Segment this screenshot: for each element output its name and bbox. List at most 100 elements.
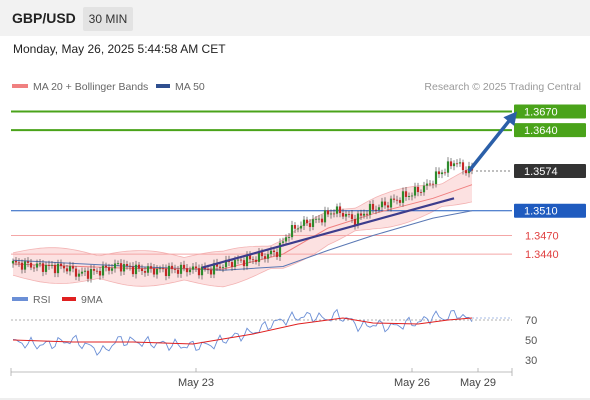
level-tag-1.3510 bbox=[514, 203, 586, 218]
candle-body bbox=[431, 183, 435, 185]
candle-body bbox=[173, 269, 177, 270]
candle-body bbox=[287, 237, 291, 238]
candle-body bbox=[296, 228, 300, 230]
candle-body bbox=[335, 206, 339, 214]
candle-body bbox=[137, 264, 141, 269]
candle-body bbox=[374, 209, 378, 211]
candle-body bbox=[386, 205, 390, 208]
candle-body bbox=[401, 191, 405, 203]
candle-body bbox=[425, 183, 429, 186]
candle-body bbox=[185, 268, 189, 273]
candle-body bbox=[215, 263, 219, 267]
candle-body bbox=[143, 271, 147, 273]
candle-body bbox=[233, 259, 237, 267]
candle-body bbox=[308, 223, 312, 227]
candle-body bbox=[341, 213, 345, 217]
candle-body bbox=[92, 269, 96, 271]
candle-body bbox=[314, 218, 318, 220]
rsi-tick-70: 70 bbox=[525, 315, 537, 327]
candle-body bbox=[362, 213, 366, 216]
candle-body bbox=[56, 263, 60, 274]
candle-body bbox=[104, 265, 108, 268]
candle-body bbox=[371, 203, 375, 210]
candle-body bbox=[398, 200, 402, 203]
candle-body bbox=[95, 270, 99, 272]
trendline bbox=[201, 197, 455, 269]
candle-body bbox=[437, 171, 441, 175]
candle-body bbox=[257, 252, 261, 262]
candle-body bbox=[38, 263, 42, 265]
candle-body bbox=[164, 268, 168, 277]
candle-body bbox=[359, 213, 363, 216]
candle-body bbox=[113, 263, 117, 269]
candle-body bbox=[116, 263, 120, 264]
candle-body bbox=[275, 252, 279, 257]
rsi-line bbox=[12, 308, 473, 356]
bollinger-upper-line bbox=[12, 167, 473, 258]
candle-body bbox=[302, 219, 306, 226]
candle-body bbox=[242, 260, 246, 267]
candle-body bbox=[149, 266, 153, 269]
candle-body bbox=[98, 270, 102, 276]
timeframe-button[interactable]: 30 MIN bbox=[83, 7, 133, 31]
candle-body bbox=[155, 268, 159, 275]
candle-body bbox=[179, 264, 183, 274]
candle-body bbox=[161, 268, 165, 270]
candle-body bbox=[455, 163, 459, 165]
candle-body bbox=[209, 269, 213, 275]
candle-body bbox=[230, 262, 234, 267]
candle-body bbox=[443, 172, 447, 174]
candle-body bbox=[299, 225, 303, 229]
level-label-1.3440: 1.3440 bbox=[525, 249, 559, 261]
candle-body bbox=[47, 265, 51, 266]
candle-body bbox=[14, 260, 18, 263]
candle-body bbox=[254, 259, 258, 262]
rsi-tick-50: 50 bbox=[525, 335, 537, 347]
candle-body bbox=[152, 268, 156, 275]
candle-body bbox=[389, 198, 393, 208]
candle-body bbox=[365, 213, 369, 215]
candle-body bbox=[170, 265, 174, 270]
bollinger-band-area bbox=[13, 167, 472, 287]
timestamp-label: Monday, May 26, 2025 5:44:58 AM CET bbox=[13, 42, 226, 56]
candle-body bbox=[68, 266, 72, 272]
level-tag-1.3640 bbox=[514, 123, 586, 138]
candle-body bbox=[383, 201, 387, 206]
candle-body bbox=[323, 210, 327, 223]
candle-body bbox=[419, 192, 423, 193]
candle-body bbox=[191, 266, 195, 270]
candle-body bbox=[53, 264, 57, 274]
candle-body bbox=[449, 161, 453, 167]
candle-body bbox=[338, 206, 342, 214]
candle-body bbox=[464, 170, 468, 174]
level-label-1.3470: 1.3470 bbox=[525, 231, 559, 243]
candle-body bbox=[206, 269, 210, 270]
candle-body bbox=[284, 237, 288, 242]
candle-body bbox=[125, 264, 129, 266]
candle-body bbox=[368, 203, 372, 215]
candle-body bbox=[140, 268, 144, 272]
x-tick-label: May 23 bbox=[178, 377, 214, 389]
candle-body bbox=[32, 267, 36, 269]
candle-body bbox=[80, 271, 84, 274]
candle-body bbox=[194, 266, 198, 269]
candle-body bbox=[347, 214, 351, 215]
candle-body bbox=[17, 262, 21, 264]
candle-body bbox=[344, 214, 348, 217]
candle-body bbox=[74, 268, 78, 277]
x-tick-label: May 26 bbox=[394, 377, 430, 389]
candle-body bbox=[311, 219, 315, 227]
level-label-1.3574: 1.3574 bbox=[524, 166, 558, 178]
candle-body bbox=[326, 210, 330, 215]
candle-body bbox=[245, 255, 249, 267]
candle-body bbox=[20, 262, 24, 270]
candle-body bbox=[248, 255, 252, 260]
candle-body bbox=[212, 263, 216, 275]
candle-body bbox=[218, 266, 222, 268]
candle-body bbox=[377, 207, 381, 210]
candle-body bbox=[269, 250, 273, 255]
candle-body bbox=[221, 267, 225, 268]
candle-body bbox=[89, 269, 93, 279]
